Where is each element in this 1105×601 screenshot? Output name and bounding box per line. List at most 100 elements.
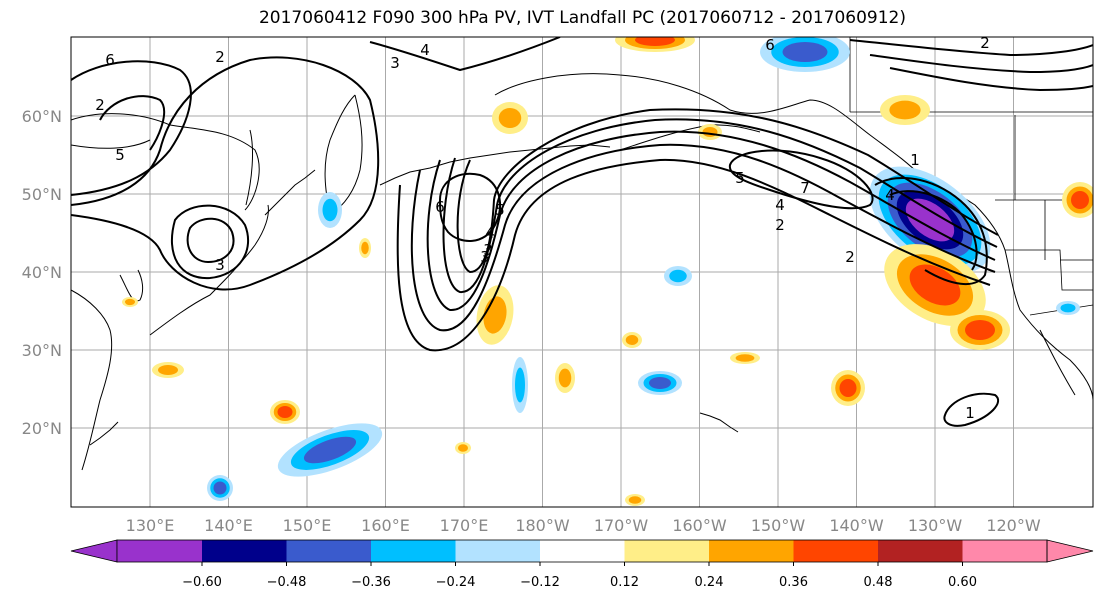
shading-blob — [628, 496, 642, 504]
contour-west-loop — [170, 204, 250, 280]
contour-label: 3 — [215, 256, 225, 274]
colorbar-tick-label: 0.24 — [695, 575, 724, 590]
border-us-states-2 — [1005, 249, 1093, 291]
shading-blob — [515, 367, 525, 403]
lat-label: 60°N — [22, 107, 62, 126]
colorbar-swatch — [962, 540, 1047, 562]
contour-label: 5 — [495, 201, 505, 219]
latitude-labels: 20°N 30°N 40°N 50°N 60°N — [22, 107, 62, 438]
colorbar-swatch — [371, 540, 456, 562]
coastline-japan — [149, 204, 269, 336]
contour-east-1 — [874, 177, 988, 286]
contour-label: 3 — [483, 241, 493, 259]
contour-jet-4 — [442, 118, 998, 294]
lon-label: 140°E — [204, 516, 253, 535]
contour-label: 2 — [215, 48, 225, 66]
contour-label: 2 — [980, 34, 990, 52]
lat-label: 20°N — [22, 419, 62, 438]
coastline-north-america — [919, 174, 1093, 401]
lon-label: 160°E — [361, 516, 410, 535]
contour-label: 3 — [390, 54, 400, 72]
shading-blob — [839, 379, 857, 397]
contour-label: 6 — [435, 198, 445, 216]
shading-blob — [909, 264, 961, 306]
map-title: 2017060412 F090 300 hPa PV, IVT Landfall… — [258, 8, 906, 28]
contour-label: 4 — [485, 224, 495, 242]
shading-blob — [669, 269, 687, 283]
contour-ne-2 — [869, 54, 1093, 74]
shading-blob — [361, 241, 369, 255]
contour-ne-3 — [889, 67, 1093, 92]
colorbar-swatch — [202, 540, 287, 562]
shading-blob — [702, 127, 718, 137]
colorbar-frame — [116, 539, 1048, 563]
contour-west-big — [71, 56, 380, 291]
shading-blob — [635, 37, 675, 46]
shading-blob — [649, 377, 671, 389]
lat-label: 40°N — [22, 263, 62, 282]
shading-blob — [1060, 303, 1076, 313]
contour-label: 4 — [775, 196, 785, 214]
shading-blob — [782, 42, 828, 62]
colorbar-swatch — [286, 540, 371, 562]
lat-label: 30°N — [22, 341, 62, 360]
lon-label: 180°W — [515, 516, 570, 535]
colorbar-swatch — [878, 540, 963, 562]
contour-jet-3 — [426, 130, 996, 312]
coastline-sakhalin — [245, 129, 254, 206]
contour-6-ring — [438, 172, 501, 243]
lon-label: 160°W — [672, 516, 727, 535]
contour-label: 2 — [775, 216, 785, 234]
contour-east-2 — [889, 190, 978, 271]
lon-label: 170°E — [440, 516, 489, 535]
pv-contours — [71, 37, 1093, 427]
contour-jet-1 — [396, 158, 991, 352]
hawaii-islands — [699, 412, 739, 433]
colorbar-tick-labels: −0.60 −0.48 −0.36 −0.24 −0.12 0.12 0.24 0.36 0.4… — [182, 562, 977, 590]
coastline-china — [71, 289, 113, 471]
shading-blob — [458, 444, 468, 452]
colorbar-tick-label: 0.60 — [948, 575, 977, 590]
contour-label: 3 — [480, 248, 490, 266]
shading-blob — [322, 198, 338, 222]
coastline-alaska — [494, 73, 921, 176]
shading-blob — [303, 436, 357, 464]
shading-blob — [558, 368, 572, 388]
lon-label: 150°E — [283, 516, 332, 535]
contour-label: 6 — [105, 51, 115, 69]
colorbar-swatch — [624, 540, 709, 562]
colorbar-tick-label: −0.12 — [520, 575, 560, 590]
contour-label: 2 — [95, 96, 105, 114]
shading-blob — [498, 108, 522, 128]
shading-blob — [213, 481, 227, 495]
map-frame — [70, 36, 1094, 508]
contour-label: 7 — [800, 179, 810, 197]
shading-blob — [625, 335, 639, 345]
lon-label: 170°W — [594, 516, 649, 535]
contour-jet-5 — [456, 108, 999, 274]
contour-sub-1 — [943, 392, 1000, 427]
lat-label: 50°N — [22, 185, 62, 204]
colorbar-tick-label: 0.12 — [610, 575, 639, 590]
ryukyu-islands — [89, 421, 119, 446]
shading-blob — [125, 298, 135, 306]
shading-blob — [1071, 191, 1089, 209]
island-chains — [89, 144, 739, 446]
contour-west-loop-2 — [186, 217, 235, 264]
contour-label: 4 — [420, 41, 430, 59]
colorbar-swatch — [117, 540, 202, 562]
contour-label: 1 — [910, 151, 920, 169]
contour-label: 6 — [765, 36, 775, 54]
colorbar-tick-label: 0.36 — [779, 575, 808, 590]
lon-label: 150°W — [751, 516, 806, 535]
colorbar-tick-label: −0.48 — [267, 575, 307, 590]
coastline-baja — [1039, 329, 1076, 396]
contour-north — [369, 37, 561, 72]
shading-blob — [905, 198, 955, 242]
contour-7-ring — [728, 149, 874, 210]
lon-label: 120°W — [986, 516, 1041, 535]
